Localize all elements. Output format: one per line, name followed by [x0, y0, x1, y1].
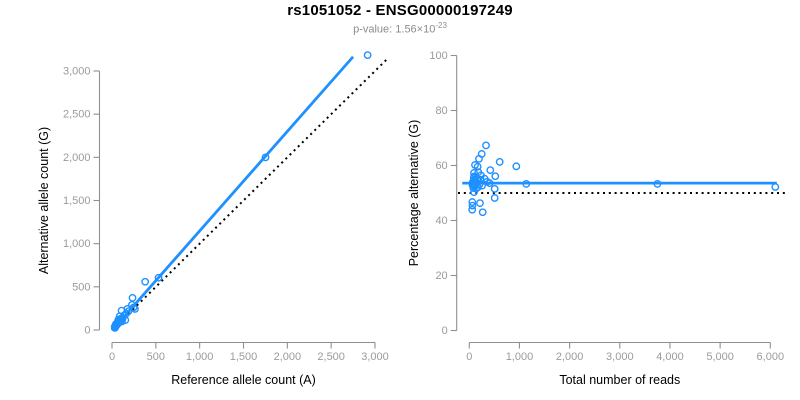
svg-text:500: 500 — [72, 281, 90, 293]
svg-text:1,000: 1,000 — [186, 351, 214, 363]
data-point — [478, 208, 487, 217]
data-point — [490, 194, 499, 202]
svg-text:2,000: 2,000 — [63, 152, 91, 164]
pvalue-subtitle: p-value: 1.56×10-23 — [0, 21, 800, 36]
right-scatter-plot: 0 20 40 60 80 100 0 1,000 2,000 3,000 4,000 5,000 6,… — [407, 50, 788, 387]
svg-text:500: 500 — [147, 351, 165, 363]
svg-text:1,000: 1,000 — [63, 238, 91, 250]
fitted-line — [110, 55, 355, 332]
x-axis — [111, 341, 376, 349]
y-axis — [93, 70, 101, 331]
identity-line — [111, 57, 389, 331]
data-point — [122, 309, 131, 318]
data-point — [653, 180, 662, 188]
y-axis — [450, 54, 458, 332]
svg-text:3,000: 3,000 — [63, 66, 91, 78]
x-axis — [468, 341, 771, 349]
data-point — [522, 180, 531, 188]
svg-text:0: 0 — [109, 351, 115, 363]
data-point — [491, 172, 500, 181]
data-point — [468, 198, 477, 206]
svg-text:1,500: 1,500 — [63, 195, 91, 207]
data-point — [771, 183, 780, 191]
svg-text:0: 0 — [466, 351, 472, 363]
figure-title: rs1051052 - ENSG00000197249 — [287, 2, 513, 19]
svg-text:1,500: 1,500 — [230, 351, 258, 363]
svg-text:100: 100 — [429, 50, 447, 62]
svg-text:1,000: 1,000 — [506, 351, 534, 363]
x-tick-labels: 0 1,000 2,000 3,000 4,000 5,000 6,000 — [466, 351, 784, 363]
data-point — [112, 321, 121, 329]
data-point — [512, 162, 521, 171]
svg-text:80: 80 — [435, 105, 447, 117]
x-axis-title: Reference allele count (A) — [171, 373, 316, 387]
data-point — [470, 172, 478, 181]
svg-text:0: 0 — [84, 325, 90, 337]
y-tick-labels: 0 20 40 60 80 100 — [429, 50, 447, 337]
data-point — [473, 162, 482, 171]
svg-text:2,000: 2,000 — [274, 351, 302, 363]
data-point — [154, 273, 163, 282]
pvalue-text: p-value: 1.56×10 — [353, 23, 436, 36]
left-scatter-plot: 0 500 1,000 1,500 2,000 2,500 3,000 0 500 1,000 1,… — [37, 51, 389, 387]
data-point — [363, 51, 372, 60]
data-point — [468, 205, 477, 214]
y-tick-labels: 0 500 1,000 1,500 2,000 2,500 3,000 — [63, 66, 91, 337]
data-point — [495, 158, 504, 166]
data-point — [128, 293, 137, 302]
data-point — [485, 179, 494, 188]
data-point — [124, 307, 133, 316]
x-tick-labels: 0 500 1,000 1,500 2,000 2,500 3,000 — [109, 351, 389, 363]
data-point — [469, 184, 478, 192]
svg-text:3,000: 3,000 — [361, 351, 389, 363]
svg-text:0: 0 — [442, 325, 448, 337]
data-points — [110, 51, 372, 332]
data-point — [482, 141, 490, 150]
data-point — [261, 153, 270, 162]
svg-text:6,000: 6,000 — [757, 351, 785, 363]
data-point — [116, 314, 125, 323]
data-point — [141, 277, 150, 286]
svg-text:2,000: 2,000 — [556, 351, 584, 363]
data-point — [490, 184, 499, 193]
data-point — [131, 305, 139, 313]
svg-text:60: 60 — [435, 160, 447, 172]
pvalue-exponent: -23 — [435, 21, 447, 30]
svg-text:40: 40 — [435, 215, 447, 227]
data-point — [477, 150, 486, 158]
y-axis-title: Alternative allele count (G) — [37, 127, 51, 274]
svg-text:5,000: 5,000 — [706, 351, 734, 363]
svg-text:3,000: 3,000 — [606, 351, 634, 363]
figure-header: rs1051052 - ENSG00000197249 p-value: 1.5… — [0, 2, 800, 36]
data-point — [470, 175, 479, 184]
svg-text:4,000: 4,000 — [656, 351, 684, 363]
data-point — [476, 199, 484, 208]
x-axis-title: Total number of reads — [559, 373, 680, 387]
svg-text:20: 20 — [435, 270, 447, 282]
svg-text:2,500: 2,500 — [317, 351, 345, 363]
data-point — [478, 181, 486, 190]
data-point — [468, 201, 477, 210]
data-point — [486, 166, 495, 175]
data-point — [129, 303, 138, 312]
y-axis-title: Percentage alternative (G) — [407, 120, 421, 267]
data-points — [468, 141, 780, 217]
svg-text:2,500: 2,500 — [63, 109, 91, 121]
